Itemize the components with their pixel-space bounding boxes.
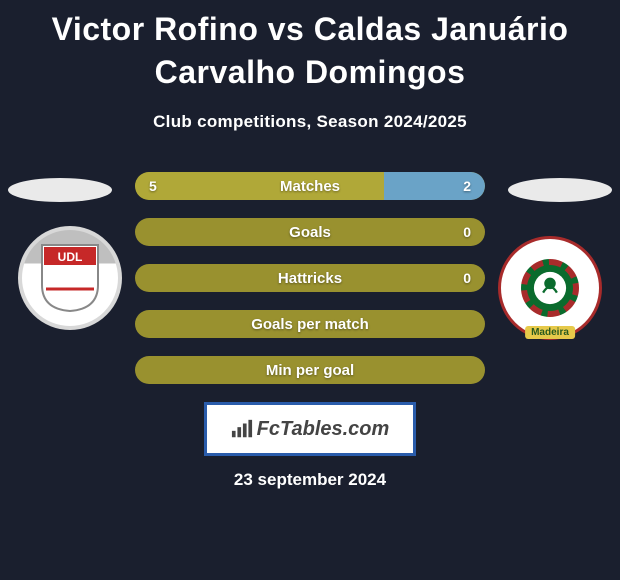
stat-row-hattricks: Hattricks 0 <box>135 264 485 292</box>
right-club-badge: Madeira <box>498 236 602 340</box>
stat-label: Min per goal <box>135 362 485 379</box>
stat-label: Hattricks <box>135 270 485 287</box>
left-player-oval <box>8 178 112 202</box>
date-label: 23 september 2024 <box>0 470 620 490</box>
right-badge-label: Madeira <box>525 326 575 339</box>
stat-right-value: 0 <box>463 224 471 240</box>
stat-row-goals: Goals 0 <box>135 218 485 246</box>
stat-left-value: 5 <box>149 178 157 194</box>
left-club-badge: UDL <box>18 226 122 330</box>
stat-right-value: 0 <box>463 270 471 286</box>
shield-icon: UDL <box>38 243 102 313</box>
stat-label: Matches <box>135 178 485 195</box>
stat-row-min-per-goal: Min per goal <box>135 356 485 384</box>
left-badge-label: UDL <box>58 250 83 264</box>
page-title: Victor Rofino vs Caldas Januário Carvalh… <box>0 0 620 94</box>
right-player-oval <box>508 178 612 202</box>
chart-icon <box>231 419 253 439</box>
lion-icon <box>521 259 579 317</box>
brand-banner: FcTables.com <box>204 402 416 456</box>
stat-right-value: 2 <box>463 178 471 194</box>
stat-row-matches: 5 Matches 2 <box>135 172 485 200</box>
subtitle: Club competitions, Season 2024/2025 <box>0 112 620 132</box>
brand-text: FcTables.com <box>257 418 390 441</box>
stat-row-goals-per-match: Goals per match <box>135 310 485 338</box>
stat-label: Goals per match <box>135 316 485 333</box>
stat-label: Goals <box>135 224 485 241</box>
stats-container: 5 Matches 2 Goals 0 Hattricks 0 Goals pe… <box>135 172 485 384</box>
